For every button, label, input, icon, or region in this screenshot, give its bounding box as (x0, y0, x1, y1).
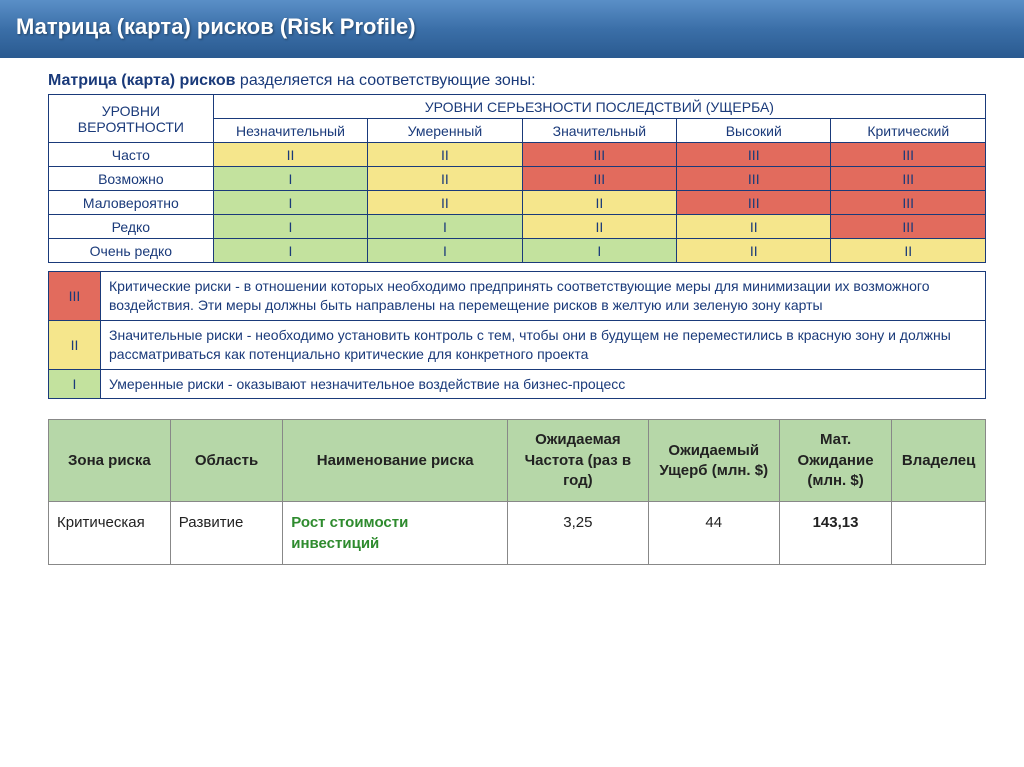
legend-desc: Значительные риски - необходимо установи… (101, 320, 986, 369)
zone-header-5: Мат. Ожидание (млн. $) (779, 420, 891, 502)
legend-row: IIЗначительные риски - необходимо устано… (49, 320, 986, 369)
matrix-cell: II (368, 191, 522, 215)
matrix-cell: II (213, 143, 367, 167)
matrix-cell: II (522, 191, 676, 215)
zone-header-2: Наименование риска (283, 420, 508, 502)
cell-zone: Критическая (49, 502, 171, 565)
prob-label: Часто (49, 143, 214, 167)
matrix-cell: I (213, 239, 367, 263)
header-severity: УРОВНИ СЕРЬЕЗНОСТИ ПОСЛЕДСТВИЙ (УЩЕРБА) (213, 95, 985, 119)
header-probability: УРОВНИ ВЕРОЯТНОСТИ (49, 95, 214, 143)
severity-col-0: Незначительный (213, 119, 367, 143)
legend-desc: Умеренные риски - оказывают незначительн… (101, 369, 986, 399)
matrix-cell: III (831, 191, 986, 215)
matrix-cell: III (831, 215, 986, 239)
matrix-cell: II (677, 215, 831, 239)
severity-col-1: Умеренный (368, 119, 522, 143)
matrix-row: ЧастоIIIIIIIIIIIII (49, 143, 986, 167)
legend-level: III (49, 272, 101, 321)
intro-rest: разделяется на соответствующие зоны: (235, 72, 535, 89)
matrix-cell: II (368, 167, 522, 191)
matrix-cell: I (522, 239, 676, 263)
matrix-cell: III (831, 167, 986, 191)
cell-freq: 3,25 (508, 502, 649, 565)
matrix-cell: III (522, 143, 676, 167)
prob-label: Очень редко (49, 239, 214, 263)
matrix-cell: I (368, 215, 522, 239)
zone-table: Зона рискаОбластьНаименование рискаОжида… (48, 419, 986, 565)
zone-header-1: Область (170, 420, 282, 502)
legend-level: I (49, 369, 101, 399)
zone-header-6: Владелец (892, 420, 986, 502)
matrix-cell: II (522, 215, 676, 239)
severity-col-2: Значительный (522, 119, 676, 143)
prob-label: Редко (49, 215, 214, 239)
matrix-row: МаловероятноIIIIIIIIIII (49, 191, 986, 215)
matrix-cell: I (213, 215, 367, 239)
risk-matrix: УРОВНИ ВЕРОЯТНОСТИ УРОВНИ СЕРЬЕЗНОСТИ ПО… (48, 94, 986, 263)
cell-damage: 44 (648, 502, 779, 565)
matrix-row: РедкоIIIIIIIII (49, 215, 986, 239)
matrix-cell: II (368, 143, 522, 167)
matrix-row: Очень редкоIIIIIII (49, 239, 986, 263)
matrix-cell: I (213, 191, 367, 215)
severity-col-3: Высокий (677, 119, 831, 143)
matrix-cell: III (677, 167, 831, 191)
legend-desc: Критические риски - в отношении которых … (101, 272, 986, 321)
matrix-cell: I (368, 239, 522, 263)
matrix-row: ВозможноIIIIIIIIIIII (49, 167, 986, 191)
legend-table: IIIКритические риски - в отношении котор… (48, 271, 986, 399)
matrix-cell: I (213, 167, 367, 191)
matrix-cell: III (677, 191, 831, 215)
legend-row: IУмеренные риски - оказывают незначитель… (49, 369, 986, 399)
cell-area: Развитие (170, 502, 282, 565)
matrix-cell: III (831, 143, 986, 167)
matrix-cell: III (677, 143, 831, 167)
matrix-cell: II (677, 239, 831, 263)
zone-header-4: Ожидаемый Ущерб (млн. $) (648, 420, 779, 502)
matrix-cell: III (522, 167, 676, 191)
cell-owner (892, 502, 986, 565)
zone-header-3: Ожидаемая Частота (раз в год) (508, 420, 649, 502)
matrix-cell: II (831, 239, 986, 263)
zone-header-0: Зона риска (49, 420, 171, 502)
legend-row: IIIКритические риски - в отношении котор… (49, 272, 986, 321)
legend-level: II (49, 320, 101, 369)
prob-label: Возможно (49, 167, 214, 191)
severity-col-4: Критический (831, 119, 986, 143)
risk-name-text: Рост стоимости инвестиций (291, 514, 408, 552)
page-title: Матрица (карта) рисков (Risk Profile) (0, 0, 1024, 58)
cell-name: Рост стоимости инвестиций (283, 502, 508, 565)
intro-line: Матрица (карта) рисков разделяется на со… (48, 72, 986, 90)
table-row: Критическая Развитие Рост стоимости инве… (49, 502, 986, 565)
intro-bold: Матрица (карта) рисков (48, 72, 235, 89)
content-area: Матрица (карта) рисков разделяется на со… (0, 58, 1024, 565)
prob-label: Маловероятно (49, 191, 214, 215)
cell-expect: 143,13 (779, 502, 891, 565)
